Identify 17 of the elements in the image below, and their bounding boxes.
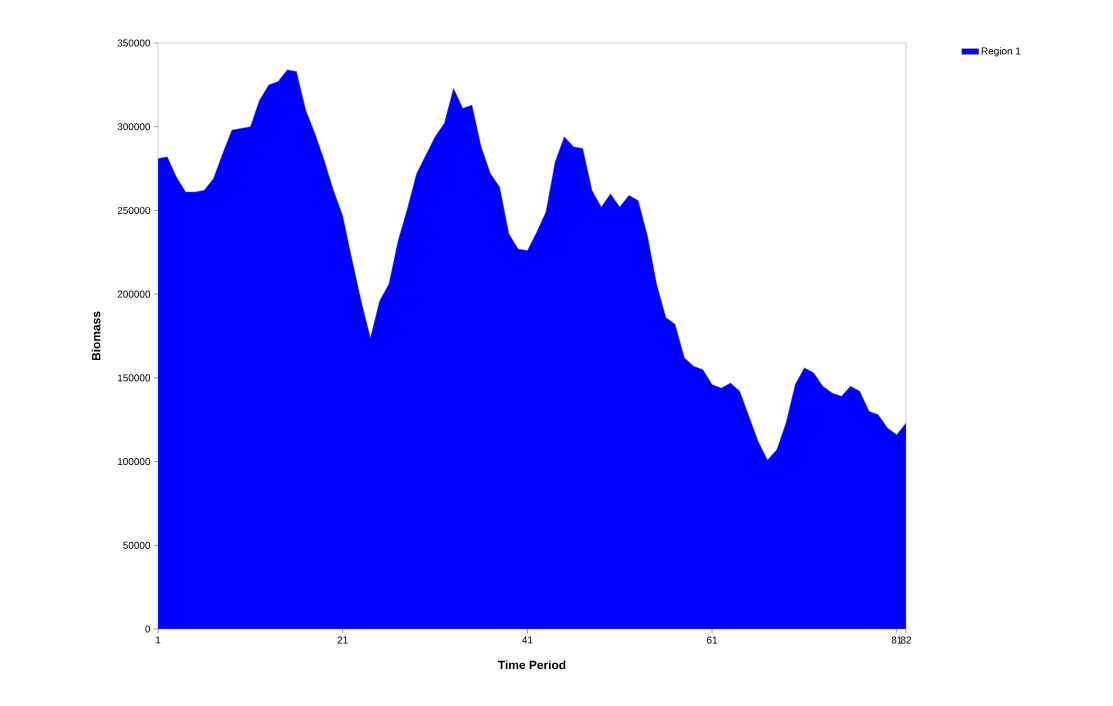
y-tick-label: 150000	[118, 374, 151, 382]
x-tick-label: 41	[522, 636, 533, 644]
x-tick-label: 61	[707, 636, 718, 644]
legend-label: Region 1	[981, 47, 1021, 57]
y-tick-label: 200000	[117, 290, 151, 298]
x-tick-label: 21	[337, 636, 348, 644]
y-tick-label: 0	[145, 625, 151, 633]
x-tick-label: 1	[156, 636, 161, 644]
y-axis-title: Biomass	[91, 311, 101, 361]
y-tick-label: 350000	[117, 39, 151, 47]
y-tick-label: 300000	[117, 123, 151, 131]
x-tick-label: 82	[900, 636, 912, 644]
x-axis-title: Time Period	[498, 660, 566, 670]
x-tick-label: 81	[891, 636, 902, 644]
y-tick-label: 50000	[123, 541, 151, 549]
y-tick-label: 250000	[117, 206, 151, 214]
y-tick-label: 100000	[118, 458, 151, 466]
